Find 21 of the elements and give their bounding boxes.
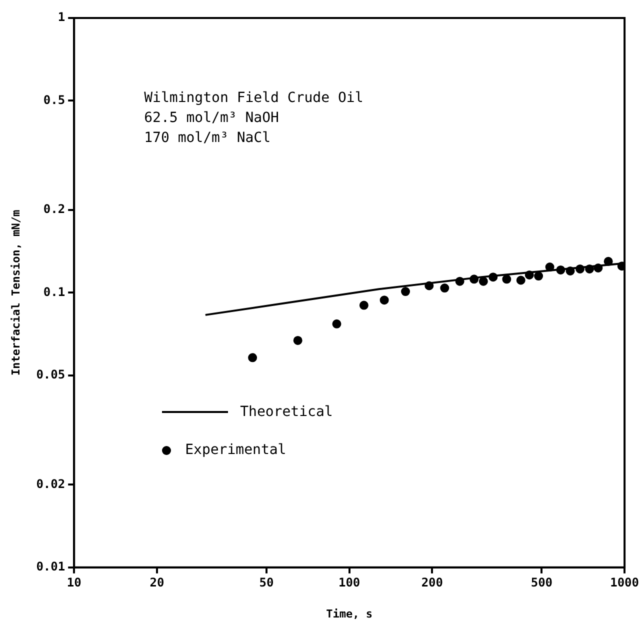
y-tick-label: 0.02	[36, 476, 66, 491]
x-tick-label: 20	[150, 576, 164, 590]
y-tick-label: 0.1	[43, 284, 66, 299]
legend-label: Experimental	[185, 442, 286, 458]
y-tick-label: 0.5	[43, 92, 66, 107]
x-axis-title: Time, s	[326, 607, 373, 620]
x-tick-label: 200	[421, 576, 444, 590]
legend-label: Theoretical	[240, 404, 333, 420]
y-axis-title: Interfacial Tension, mN/m	[9, 210, 22, 376]
annotation: 170 mol/m³ NaCl	[144, 130, 271, 146]
x-tick-label: 1000	[610, 576, 640, 590]
x-tick-label: 100	[338, 576, 360, 590]
y-tick-label: 0.2	[43, 202, 66, 216]
x-tick-label: 500	[530, 576, 553, 590]
annotation: Wilmington Field Crude Oil	[144, 90, 364, 106]
x-tick-label: 10	[66, 576, 82, 590]
y-tick-label: 0.05	[36, 368, 66, 382]
x-tick-label: 50	[259, 576, 274, 590]
y-tick-label: 0.01	[36, 560, 66, 574]
y-tick-label: 1	[58, 10, 66, 24]
annotation: 62.5 mol/m³ NaOH	[144, 110, 279, 126]
